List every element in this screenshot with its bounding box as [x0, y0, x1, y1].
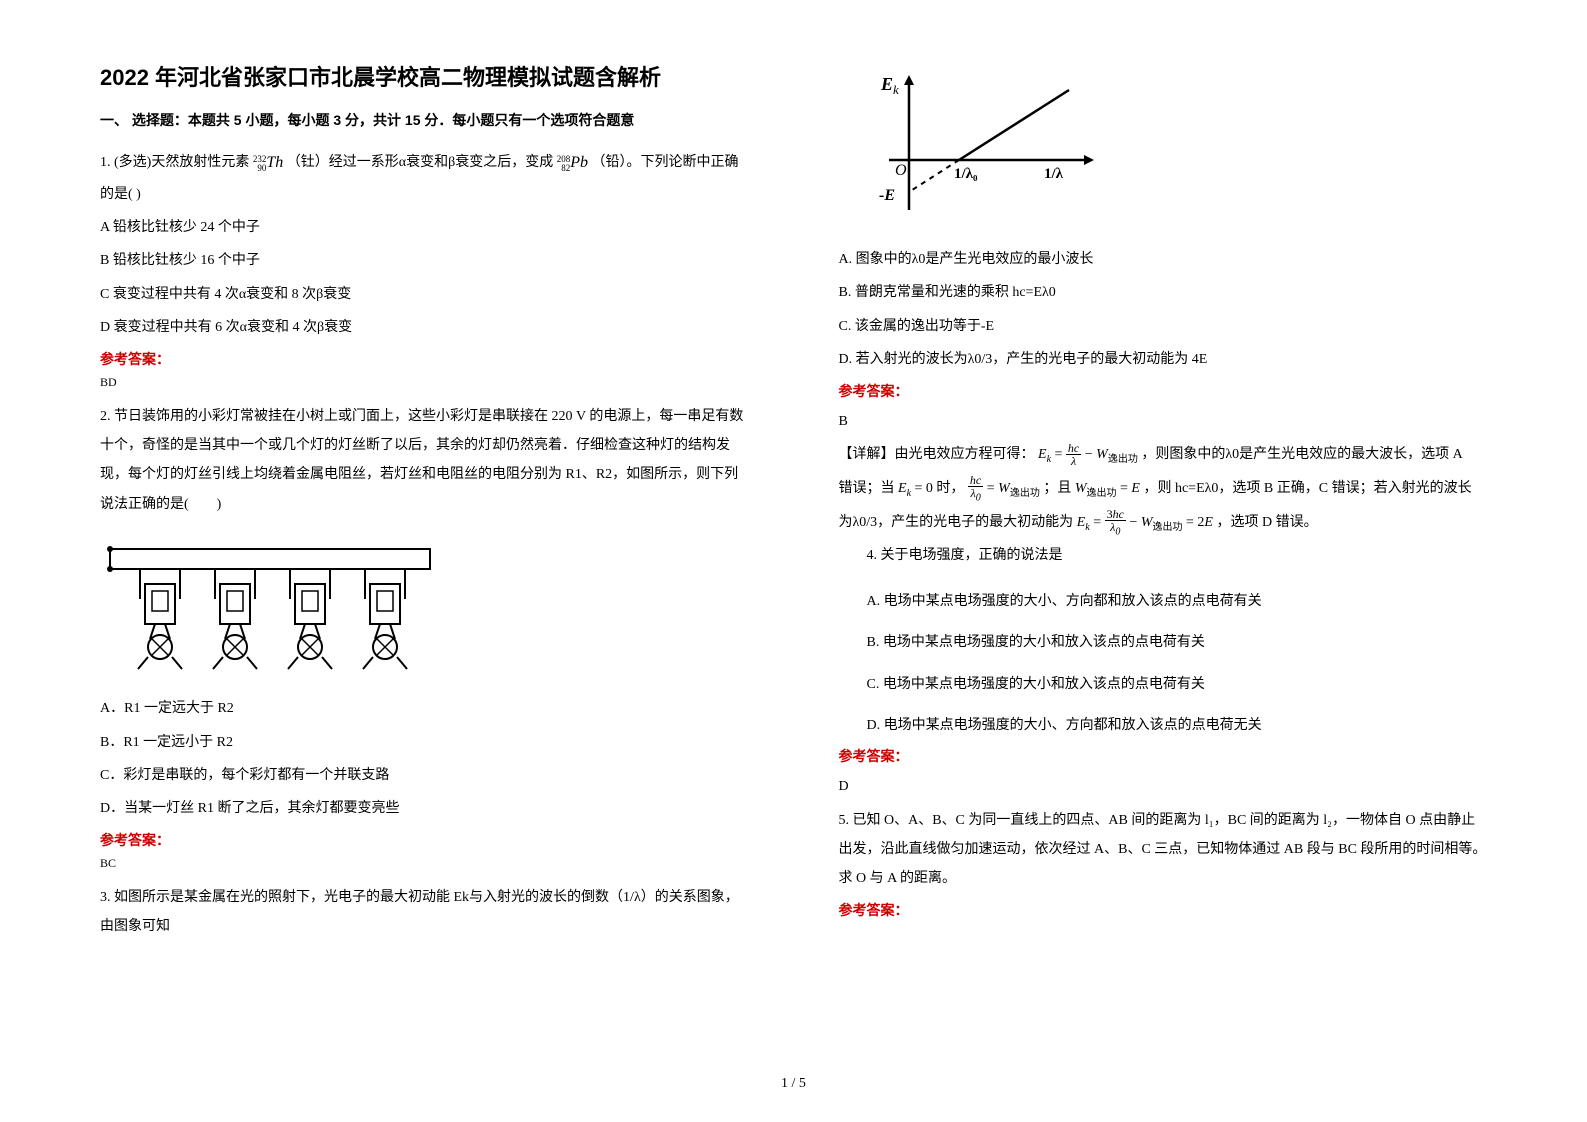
neg-e-label: -E — [879, 187, 895, 204]
x2-label: 1/λ — [1044, 166, 1064, 182]
q4-optD: D. 电场中某点电场强度的大小、方向都和放入该点的点电荷无关 — [839, 711, 1488, 740]
detail-4: ；且 — [1043, 481, 1071, 496]
detail-3: 时， — [936, 481, 964, 496]
q4-optC: C. 电场中某点电场强度的大小和放入该点的点电荷有关 — [839, 670, 1488, 699]
q3-answer-label: 参考答案： — [839, 381, 1488, 401]
q5-answer-label: 参考答案： — [839, 900, 1488, 920]
detail-5: ，则 hc=Eλ0，选项 B 正确，C 错误；若入射光的波长 — [1143, 481, 1471, 496]
nuclide-th: 232 90 Th — [253, 146, 283, 180]
q3-stem: 3. 如图所示是某金属在光的照射下，光电子的最大初动能 Ek与入射光的波长的倒数… — [100, 883, 749, 942]
q2-optA: A．R1 一定远大于 R2 — [100, 694, 749, 723]
q4-answer: D — [839, 772, 1488, 801]
x1-label: 1/λ₀ — [954, 166, 978, 182]
ek-label: E — [880, 74, 893, 94]
q1-answer: BD — [100, 375, 749, 390]
q4-stem: 4. 关于电场强度，正确的说法是 — [839, 541, 1488, 570]
q2-answer-label: 参考答案： — [100, 830, 749, 850]
q1-optC: C 衰变过程中共有 4 次α衰变和 8 次β衰变 — [100, 280, 749, 309]
formula-ek0: Ek = 0 — [898, 474, 933, 504]
q3-detail-line2: 错误；当 Ek = 0 时， hcλ0 = W逸出功 ；且 W逸出功 = E ，… — [839, 474, 1488, 504]
q1-answer-label: 参考答案： — [100, 349, 749, 369]
q4-optB: B. 电场中某点电场强度的大小和放入该点的点电荷有关 — [839, 628, 1488, 657]
q1-stem-2: （钍）经过一系形α衰变和β衰变之后，变成 — [287, 155, 557, 170]
q2-optD: D．当某一灯丝 R1 断了之后，其余灯都要变亮些 — [100, 794, 749, 823]
q3-detail-line3: 为λ0/3，产生的光电子的最大初动能为 Ek = 3hcλ0 − W逸出功 = … — [839, 508, 1488, 538]
q3-optA: A. 图象中的λ0是产生光电效应的最小波长 — [839, 245, 1488, 274]
formula-ek2e: Ek = 3hcλ0 − W逸出功 = 2E — [1077, 508, 1213, 538]
left-column: 2022 年河北省张家口市北晨学校高二物理模拟试题含解析 一、 选择题：本题共 … — [100, 60, 749, 945]
q2-optB: B．R1 一定远小于 R2 — [100, 728, 749, 757]
q2-answer: BC — [100, 856, 749, 871]
detail-prefix: 【详解】由光电效应方程可得： — [839, 447, 1035, 462]
svg-text:k: k — [893, 82, 899, 97]
q1-optA: A 铅核比钍核少 24 个中子 — [100, 213, 749, 242]
th-sym: Th — [266, 154, 283, 171]
detail-7: ，选项 D 错误。 — [1216, 515, 1317, 530]
page-footer: 1 / 5 — [0, 1076, 1587, 1092]
formula-ek1: Ek = hcλ − W逸出功 — [1038, 440, 1138, 470]
origin-label: O — [895, 162, 907, 179]
pb-z: 82 — [561, 163, 570, 173]
q3-optC: C. 该金属的逸出功等于-E — [839, 312, 1488, 341]
q4-optA: A. 电场中某点电场强度的大小、方向都和放入该点的点电荷有关 — [839, 587, 1488, 616]
q2-stem: 2. 节日装饰用的小彩灯常被挂在小树上或门面上，这些小彩灯是串联接在 220 V… — [100, 402, 749, 520]
formula-hcw: hcλ0 = W逸出功 — [968, 474, 1040, 504]
q1-optB: B 铅核比钍核少 16 个中子 — [100, 246, 749, 275]
q3-optB: B. 普朗克常量和光速的乘积 hc=Eλ0 — [839, 278, 1488, 307]
circuit-figure — [100, 529, 749, 684]
ek-graph: E k O 1/λ₀ 1/λ -E — [859, 70, 1488, 235]
q3-answer: B — [839, 407, 1488, 436]
q2-optC: C．彩灯是串联的，每个彩灯都有一个并联支路 — [100, 761, 749, 790]
q3-detail-line1: 【详解】由光电效应方程可得： Ek = hcλ − W逸出功 ，则图象中的λ0是… — [839, 440, 1488, 470]
q1-stem-1: 1. (多选)天然放射性元素 — [100, 155, 253, 170]
formula-we: W逸出功 = E — [1075, 474, 1140, 504]
q4-answer-label: 参考答案： — [839, 746, 1488, 766]
nuclide-pb: 208 82 Pb — [557, 146, 588, 180]
th-z: 90 — [257, 163, 266, 173]
document-title: 2022 年河北省张家口市北晨学校高二物理模拟试题含解析 — [100, 60, 749, 92]
detail-6: 为λ0/3，产生的光电子的最大初动能为 — [839, 515, 1074, 530]
q5-stem: 5. 已知 O、A、B、C 为同一直线上的四点、AB 间的距离为 l₁，BC 间… — [839, 806, 1488, 894]
detail-1: ，则图象中的λ0是产生光电效应的最大波长，选项 A — [1141, 447, 1462, 462]
q1-stem: 1. (多选)天然放射性元素 232 90 Th （钍）经过一系形α衰变和β衰变… — [100, 146, 749, 209]
q1-optD: D 衰变过程中共有 6 次α衰变和 4 次β衰变 — [100, 313, 749, 342]
section-heading: 一、 选择题：本题共 5 小题，每小题 3 分，共计 15 分．每小题只有一个选… — [100, 110, 749, 130]
q3-optD: D. 若入射光的波长为λ0/3，产生的光电子的最大初动能为 4E — [839, 345, 1488, 374]
pb-sym: Pb — [570, 154, 588, 171]
right-column: E k O 1/λ₀ 1/λ -E A. 图象中的λ0是产生光电效应的最小波长 … — [839, 60, 1488, 945]
detail-2: 错误；当 — [839, 481, 895, 496]
